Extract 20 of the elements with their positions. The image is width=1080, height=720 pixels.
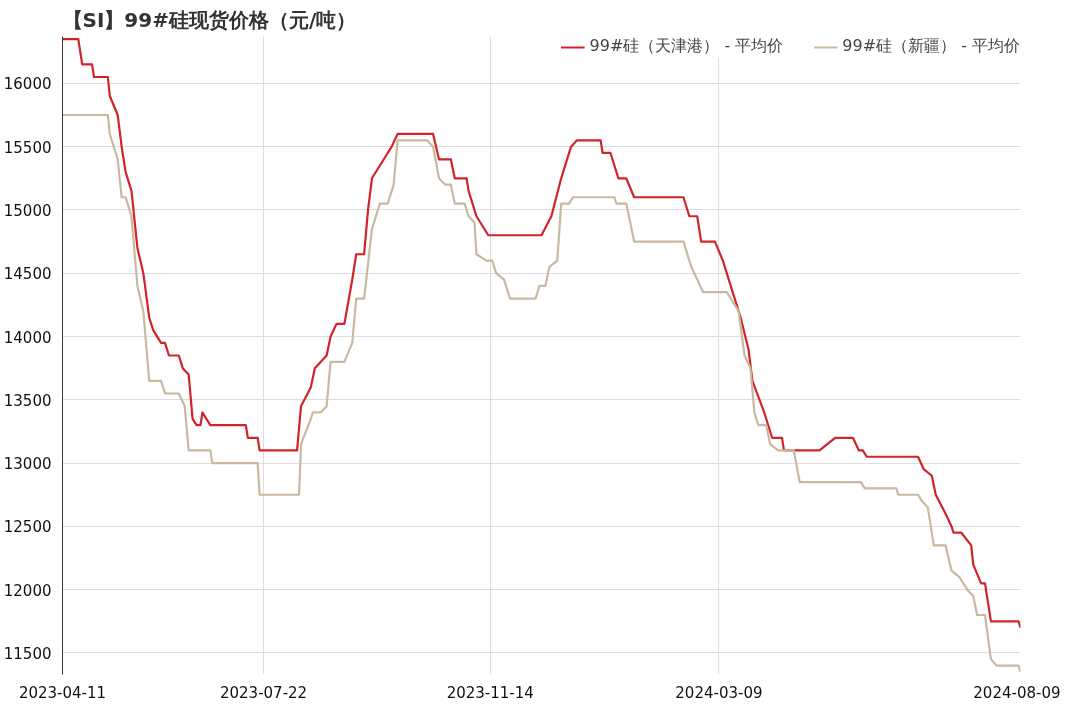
x-tick-label: 2023-04-11 xyxy=(18,683,107,702)
y-tick-label: 15500 xyxy=(3,138,52,157)
y-tick-label: 12000 xyxy=(3,581,52,600)
line-series xyxy=(62,113,1021,674)
y-tick-label: 13500 xyxy=(3,391,52,410)
x-tick-label: 2024-08-09 xyxy=(973,683,1061,702)
legend-label: 99#硅（新疆） - 平均价 xyxy=(842,36,1020,57)
x-tick-label: 2024-03-09 xyxy=(675,683,763,702)
y-tick-label: 11500 xyxy=(3,644,52,663)
y-tick-label: 15000 xyxy=(3,201,52,220)
y-tick-label: 13000 xyxy=(3,455,52,474)
y-tick-label: 14500 xyxy=(3,265,52,284)
x-tick-label: 2023-07-22 xyxy=(219,683,308,702)
y-tick-label: 12500 xyxy=(3,518,52,537)
chart-title: 【SI】99#硅现货价格（元/吨） xyxy=(62,7,357,32)
x-tick-label: 2023-11-14 xyxy=(446,683,534,702)
y-tick-label: 16000 xyxy=(3,75,52,94)
legend-label: 99#硅（天津港） - 平均价 xyxy=(589,36,784,57)
y-tick-label: 14000 xyxy=(3,328,52,347)
line-series xyxy=(62,37,1021,629)
